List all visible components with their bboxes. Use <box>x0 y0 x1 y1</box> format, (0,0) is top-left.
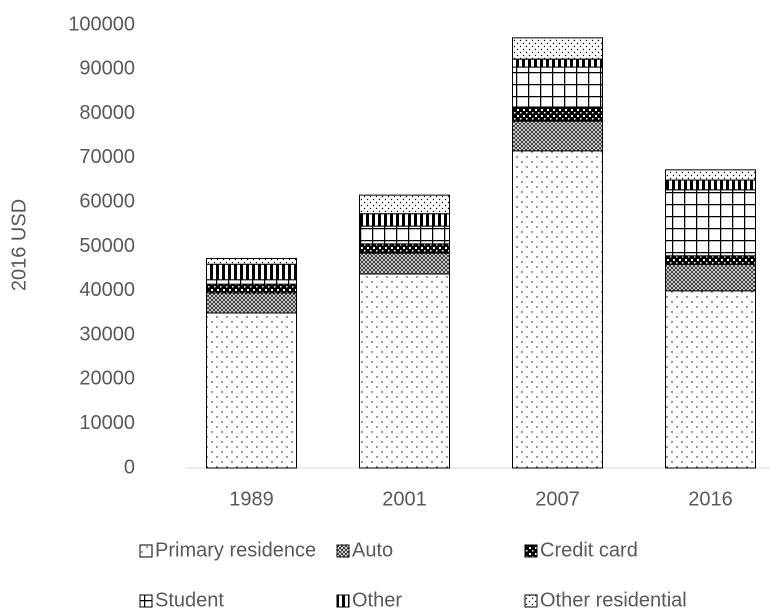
legend-label: Other residential <box>540 589 687 611</box>
y-tick-label: 60000 <box>79 190 135 212</box>
x-tick-label: 2001 <box>382 488 427 510</box>
y-tick-label: 0 <box>124 456 135 478</box>
bar-segment <box>665 290 756 469</box>
x-tick-label: 1989 <box>229 488 274 510</box>
legend-label: Student <box>155 589 224 611</box>
bar-segment <box>206 257 297 265</box>
bar-segment <box>665 263 756 292</box>
bar-segment <box>512 150 603 469</box>
legend-swatch <box>336 594 350 608</box>
x-tick-label: 2007 <box>535 488 580 510</box>
legend-label: Auto <box>352 539 393 561</box>
y-tick-label: 10000 <box>79 412 135 434</box>
y-tick-label: 90000 <box>79 58 135 80</box>
x-tick-label: 2016 <box>688 488 733 510</box>
y-tick-label: 80000 <box>79 102 135 124</box>
legend-label: Primary residence <box>155 539 316 561</box>
bar-segment <box>206 279 297 285</box>
bar-segment <box>359 225 450 245</box>
legend-swatch <box>524 594 538 608</box>
bar-segment <box>359 213 450 227</box>
y-tick-label: 30000 <box>79 323 135 345</box>
bar-segment <box>512 120 603 152</box>
legend-swatch <box>139 594 153 608</box>
bar-segment <box>665 179 756 191</box>
bar-segment <box>206 312 297 469</box>
bar-segment <box>512 37 603 60</box>
bar-segment <box>359 252 450 275</box>
bar-segment <box>665 255 756 265</box>
y-tick-label: 40000 <box>79 279 135 301</box>
legend-label: Credit card <box>540 539 638 561</box>
bar-segment <box>359 243 450 254</box>
y-tick-label: 70000 <box>79 146 135 168</box>
bar-segment <box>512 66 603 108</box>
y-tick-label: 20000 <box>79 368 135 390</box>
bar-segment <box>512 58 603 68</box>
bar-segment <box>512 106 603 122</box>
y-axis-label: 2016 USD <box>8 199 30 291</box>
bar-segment <box>206 263 297 281</box>
y-tick-label: 100000 <box>68 13 135 35</box>
bar-segment <box>206 283 297 294</box>
legend-swatch <box>524 544 538 558</box>
bar-segment <box>206 292 297 314</box>
bar-segment <box>359 194 450 215</box>
bar-segment <box>359 273 450 469</box>
bar-segment <box>665 189 756 257</box>
legend-swatch <box>336 544 350 558</box>
y-tick-label: 50000 <box>79 235 135 257</box>
legend-label: Other <box>352 589 402 611</box>
legend-swatch <box>139 544 153 558</box>
bar-segment <box>665 169 756 181</box>
